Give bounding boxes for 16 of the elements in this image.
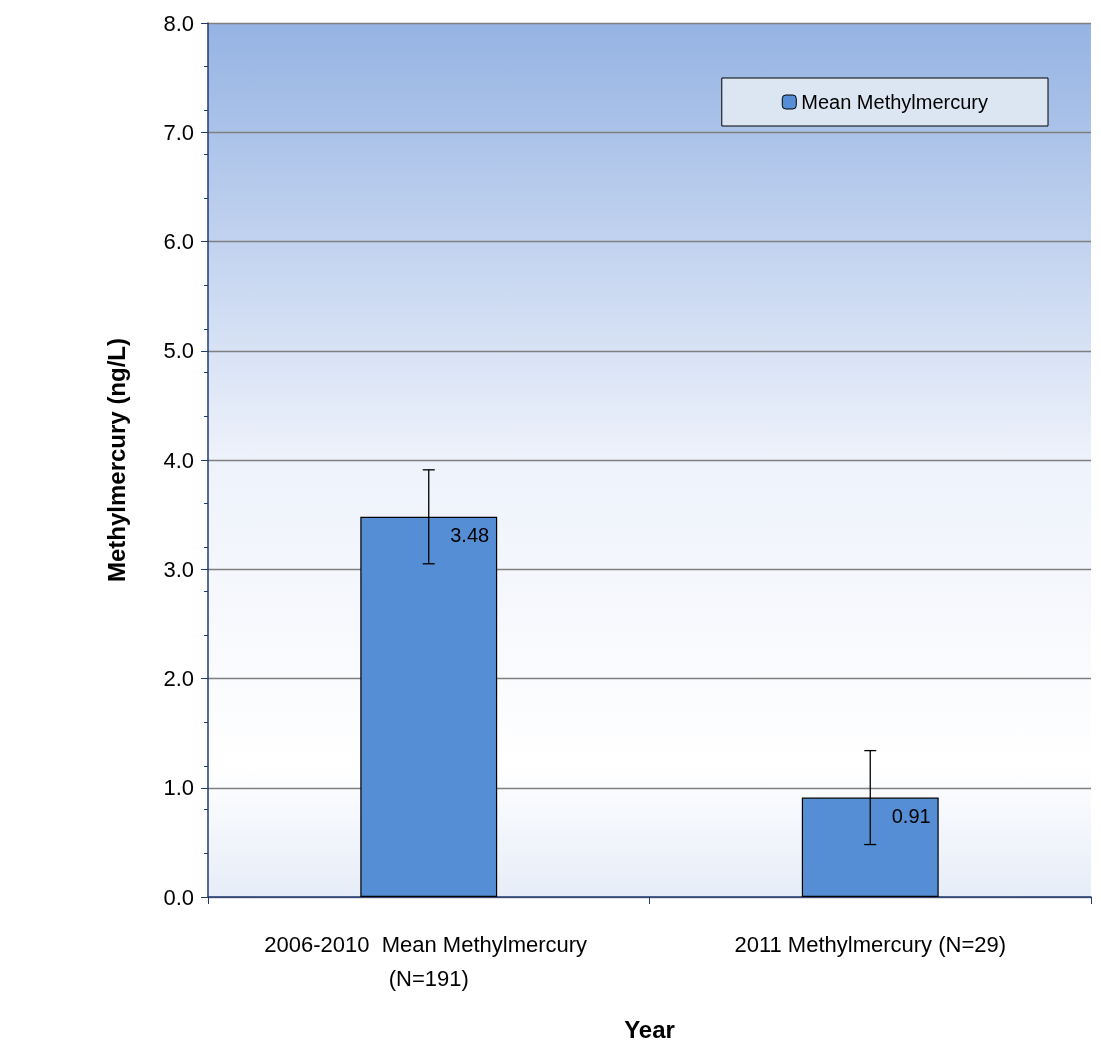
y-axis-title: Methylmercury (ng/L) bbox=[102, 337, 130, 583]
y-tick-label: 3.0 bbox=[163, 556, 194, 582]
data-label: 0.91 bbox=[891, 804, 931, 827]
x-tick-label: 2011 Methylmercury (N=29) bbox=[734, 931, 1007, 957]
data-label: 3.48 bbox=[450, 523, 490, 546]
y-tick-label: 6.0 bbox=[163, 229, 194, 254]
y-tick-label: 4.0 bbox=[163, 447, 194, 473]
y-tick-label: 1.0 bbox=[163, 775, 194, 801]
y-tick-label: 8.0 bbox=[163, 10, 194, 36]
y-tick-label: 0.0 bbox=[163, 884, 194, 910]
x-tick-label: 2006-2010 Mean Methylmercury (N=191) bbox=[264, 931, 594, 991]
y-tick-label: 2.0 bbox=[163, 666, 194, 691]
y-tick-label: 5.0 bbox=[163, 338, 194, 364]
x-axis-title: Year bbox=[624, 1015, 675, 1043]
legend-label: Mean Methylmercury bbox=[801, 91, 988, 113]
y-tick-label: 7.0 bbox=[163, 119, 194, 145]
